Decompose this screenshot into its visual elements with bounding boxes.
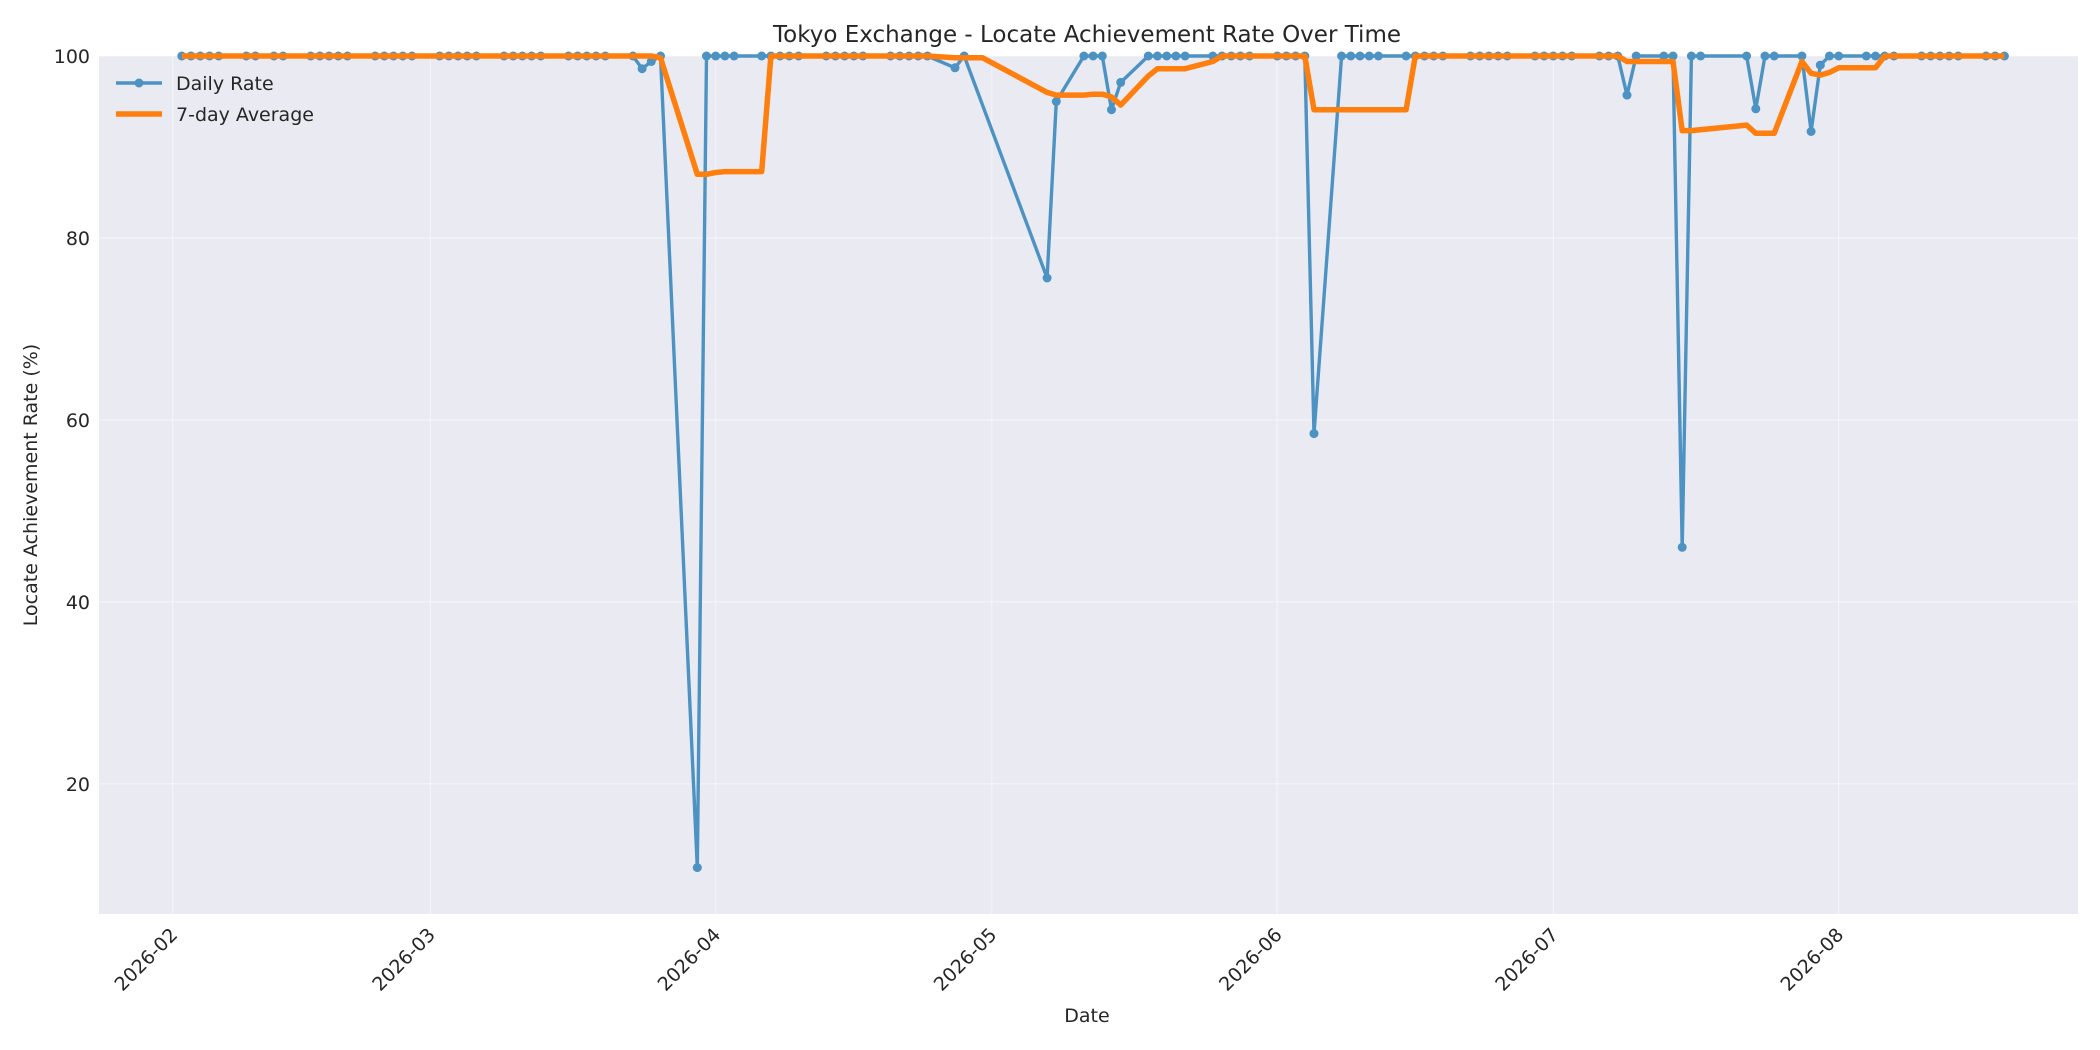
data-point-daily-rate [1162, 51, 1172, 61]
data-point-daily-rate [1834, 51, 1844, 61]
series-line-7-day-average [181, 53, 2005, 178]
data-point-daily-rate [1622, 90, 1632, 100]
data-point-daily-rate [1631, 51, 1641, 61]
data-point-daily-rate [637, 64, 647, 74]
x-tick-label: 2026-04 [654, 924, 726, 996]
data-point-daily-rate [1659, 51, 1669, 61]
data-point-daily-rate [1337, 51, 1347, 61]
y-tick-label: 20 [66, 774, 90, 796]
x-tick-label: 2026-03 [368, 924, 440, 996]
data-point-daily-rate [1364, 51, 1374, 61]
data-point-daily-rate [1153, 51, 1162, 61]
y-axis-label: Locate Achievement Rate (%) [20, 344, 42, 626]
x-tick-label: 2026-06 [1215, 924, 1287, 996]
data-point-daily-rate [1401, 51, 1411, 61]
data-point-daily-rate [1825, 51, 1834, 61]
series-layer [177, 51, 2009, 873]
data-point-daily-rate [1373, 51, 1383, 61]
data-point-daily-rate [1097, 51, 1107, 61]
plot-background [99, 56, 2078, 914]
legend-marker-daily-rate [134, 78, 144, 88]
data-point-daily-rate [1797, 51, 1807, 61]
x-tick-label: 2026-07 [1491, 924, 1563, 996]
legend-label-daily-rate: Daily Rate [176, 73, 274, 95]
data-point-daily-rate [1815, 60, 1825, 70]
x-tick-label: 2026-02 [110, 924, 182, 996]
data-point-daily-rate [1088, 51, 1098, 61]
chart-title: Tokyo Exchange - Locate Achievement Rate… [772, 22, 1401, 48]
data-point-daily-rate [950, 63, 960, 73]
data-point-daily-rate [1668, 51, 1678, 61]
y-tick-label: 40 [66, 592, 90, 614]
data-point-daily-rate [692, 863, 702, 873]
data-point-daily-rate [1107, 105, 1116, 115]
x-axis-label: Date [1064, 1005, 1109, 1027]
data-point-daily-rate [1309, 429, 1319, 439]
data-point-daily-rate [1751, 104, 1761, 114]
data-point-daily-rate [1143, 51, 1153, 61]
data-point-daily-rate [646, 57, 656, 66]
data-point-daily-rate [1171, 51, 1181, 61]
x-tick-label: 2026-08 [1777, 924, 1849, 996]
data-point-daily-rate [1051, 97, 1061, 106]
y-tick-label: 60 [66, 410, 90, 432]
data-point-daily-rate [1806, 127, 1816, 136]
data-point-daily-rate [729, 51, 739, 61]
data-point-daily-rate [1677, 542, 1687, 552]
data-point-daily-rate [1861, 51, 1871, 61]
data-point-daily-rate [1871, 51, 1880, 61]
data-point-daily-rate [1686, 51, 1696, 61]
data-point-daily-rate [1769, 51, 1779, 61]
data-point-daily-rate [1355, 51, 1365, 61]
x-tick-label: 2026-05 [930, 924, 1002, 996]
data-point-daily-rate [720, 51, 730, 61]
data-point-daily-rate [711, 51, 721, 61]
legend-label-7-day-average: 7-day Average [176, 104, 314, 126]
x-ticks: 2026-02 2026-03 2026-04 2026-05 2026-06 2026-… [110, 924, 1848, 996]
data-point-daily-rate [1696, 51, 1706, 61]
data-point-daily-rate [757, 51, 767, 61]
data-point-daily-rate [702, 51, 711, 61]
data-point-daily-rate [1346, 51, 1356, 61]
y-ticks: 20 40 60 80 100 [54, 46, 90, 796]
data-point-daily-rate [1042, 273, 1052, 283]
y-tick-label: 100 [54, 46, 90, 68]
data-point-daily-rate [1180, 51, 1190, 61]
y-tick-label: 80 [66, 228, 90, 250]
data-point-daily-rate [1079, 51, 1089, 61]
legend: Daily Rate 7-day Average [116, 73, 314, 126]
data-point-daily-rate [1742, 51, 1752, 61]
data-point-daily-rate [1116, 77, 1126, 87]
data-point-daily-rate [1760, 51, 1770, 61]
